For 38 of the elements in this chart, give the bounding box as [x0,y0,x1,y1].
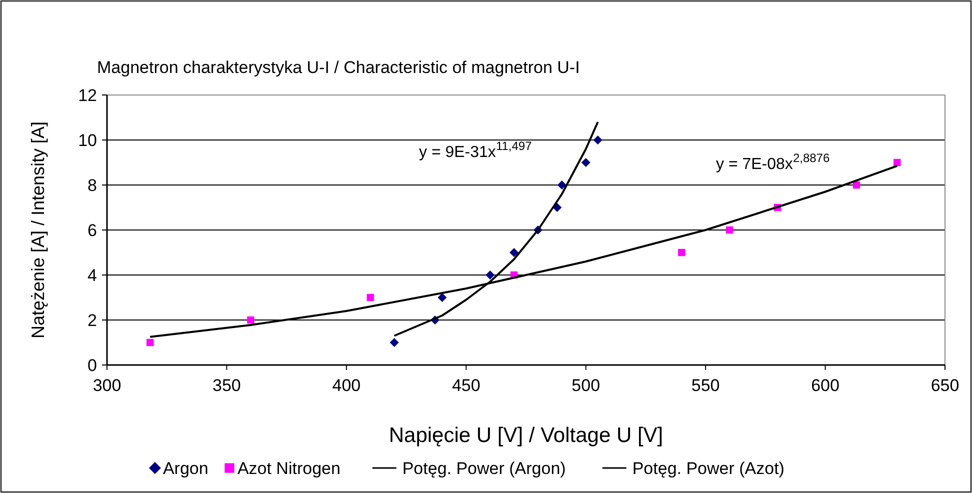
point [366,294,374,302]
point [486,270,495,280]
y-tick-label: 0 [88,356,97,375]
point [557,180,566,190]
point [581,158,590,167]
legend-label: Potęg. Power (Argon) [402,459,566,478]
y-axis-title: Natężenie [A] / Intensity [A] [28,121,48,339]
point [390,338,399,347]
point [678,248,686,256]
y-tick-label: 6 [88,220,97,240]
x-axis-title: Napięcie U [V] / Voltage U [V] [388,424,664,447]
chart-title: Magnetron charakterystyka U-I / Characteristic of magnetron U-I [97,58,580,77]
x-tick-label: 450 [452,376,480,395]
x-tick-label: 350 [212,376,241,395]
y-tick-label: 10 [78,130,97,150]
legend-label: Azot Nitrogen [237,459,340,478]
x-tick-label: 600 [811,376,840,395]
point [852,181,860,189]
x-tick-label: 650 [930,376,960,395]
point [726,226,734,234]
x-tick-label: 550 [691,376,720,395]
y-tick-label: 2 [88,310,97,330]
legend-label: Argon [162,459,208,478]
y-tick-label: 4 [88,266,97,285]
annotation: y = 9E-31x$^{11,497}$ [419,139,532,161]
point [593,136,602,144]
x-tick-label: 300 [92,376,122,395]
point [438,293,447,302]
point [247,316,254,324]
x-tick-label: 400 [332,376,361,395]
point [146,338,154,346]
y-tick-label: 12 [78,86,97,105]
x-tick-label: 500 [572,376,600,395]
legend-label: Potęg. Power (Azot) [632,459,784,478]
y-tick-label: 8 [88,176,97,195]
point [894,158,901,166]
annotation: y = 7E-08x$^{2,8876}$ [716,151,830,173]
point [510,248,519,257]
